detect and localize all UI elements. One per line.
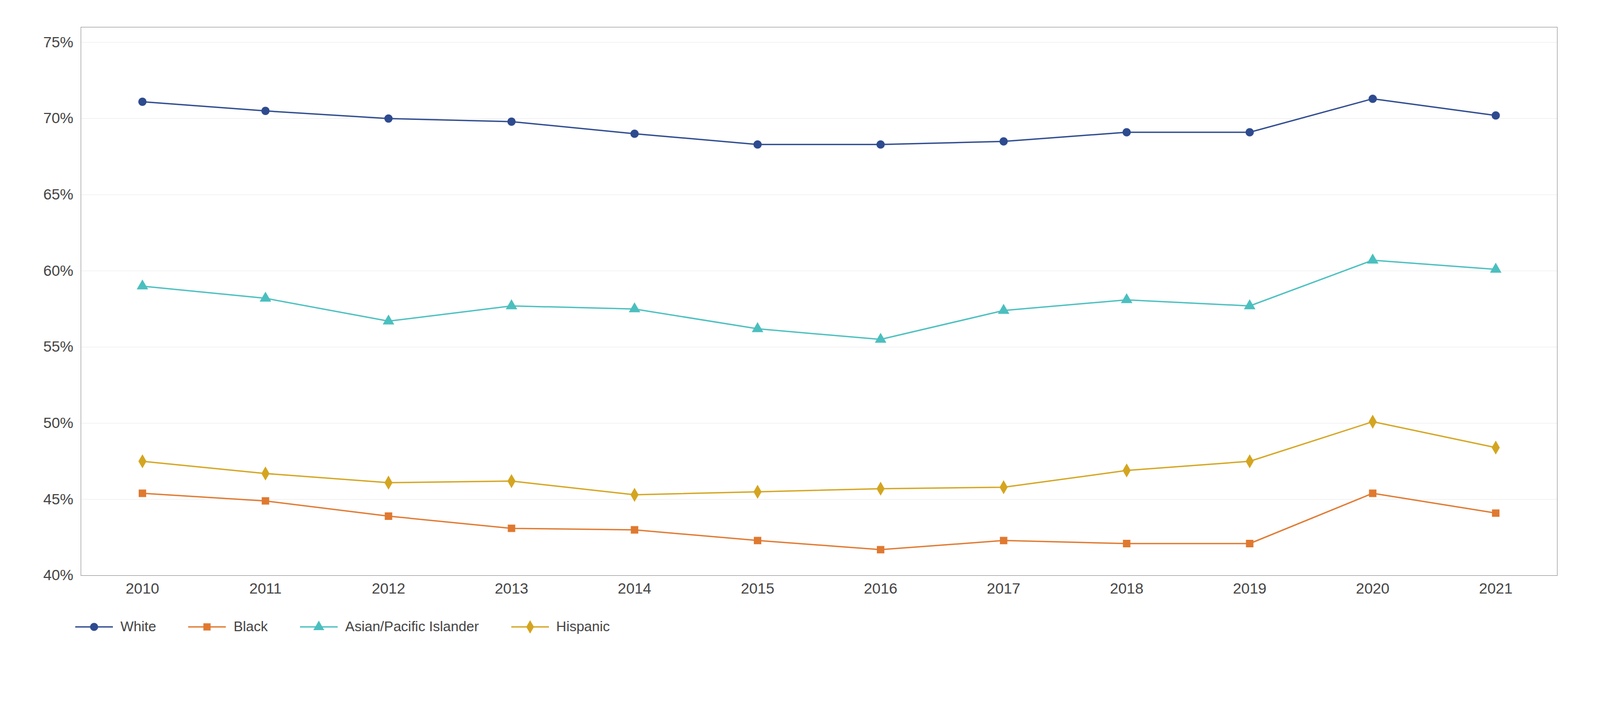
svg-text:2011: 2011 [249,580,282,597]
svg-text:2016: 2016 [863,580,898,597]
svg-text:2019: 2019 [1232,580,1267,597]
html-text:White: White [120,618,157,635]
svg-text:2017: 2017 [987,580,1021,597]
svg-text:2010: 2010 [125,580,160,597]
svg-text:75%: 75% [43,33,74,51]
svg-text:2013: 2013 [494,580,528,597]
html-text:Black: Black [233,618,268,635]
svg-text:60%: 60% [43,262,74,280]
svg-text:55%: 55% [43,338,74,355]
html-text:Asian/Pacific Islander: Asian/Pacific Islander [345,618,479,635]
svg-text:50%: 50% [43,414,74,432]
svg-text:2021: 2021 [1479,580,1513,597]
svg-text:2015: 2015 [740,580,775,597]
svg-text:2018: 2018 [1109,580,1144,597]
html-text:Hispanic: Hispanic [556,618,610,635]
svg-text:40%: 40% [43,566,74,584]
svg-text:65%: 65% [43,186,74,203]
svg-text:70%: 70% [43,109,74,127]
svg-text:2012: 2012 [371,580,405,597]
svg-text:2020: 2020 [1355,580,1390,597]
svg-text:45%: 45% [43,490,74,508]
svg-text:2014: 2014 [617,580,652,597]
